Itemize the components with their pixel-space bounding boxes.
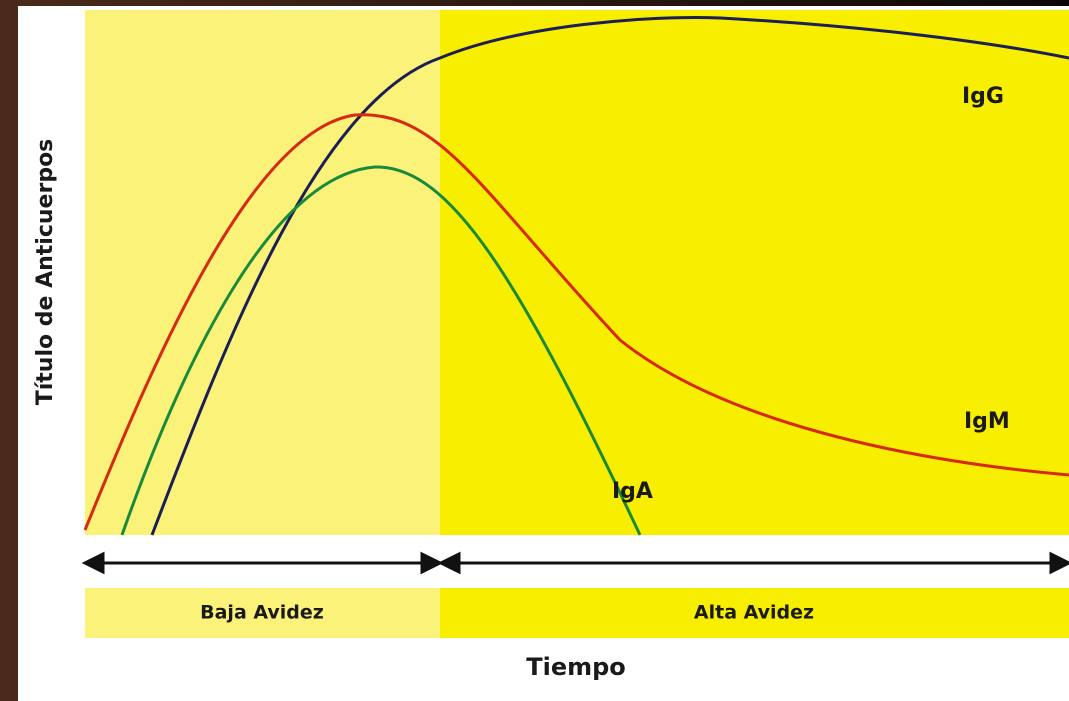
phase-label: Alta Avidez	[694, 602, 814, 624]
curve-label: IgG	[962, 84, 1004, 109]
curve-label: IgM	[964, 409, 1010, 434]
y-axis-label: Título de Anticuerpos	[33, 139, 58, 406]
page: IgG IgM IgA Baja Avidez Alta Avidez Tiem…	[0, 0, 1069, 701]
curve-label: IgA	[612, 479, 653, 504]
x-axis-label: Tiempo	[526, 653, 626, 681]
diagram: IgG IgM IgA Baja Avidez Alta Avidez Tiem…	[0, 0, 1069, 701]
phase-label: Baja Avidez	[200, 602, 324, 624]
